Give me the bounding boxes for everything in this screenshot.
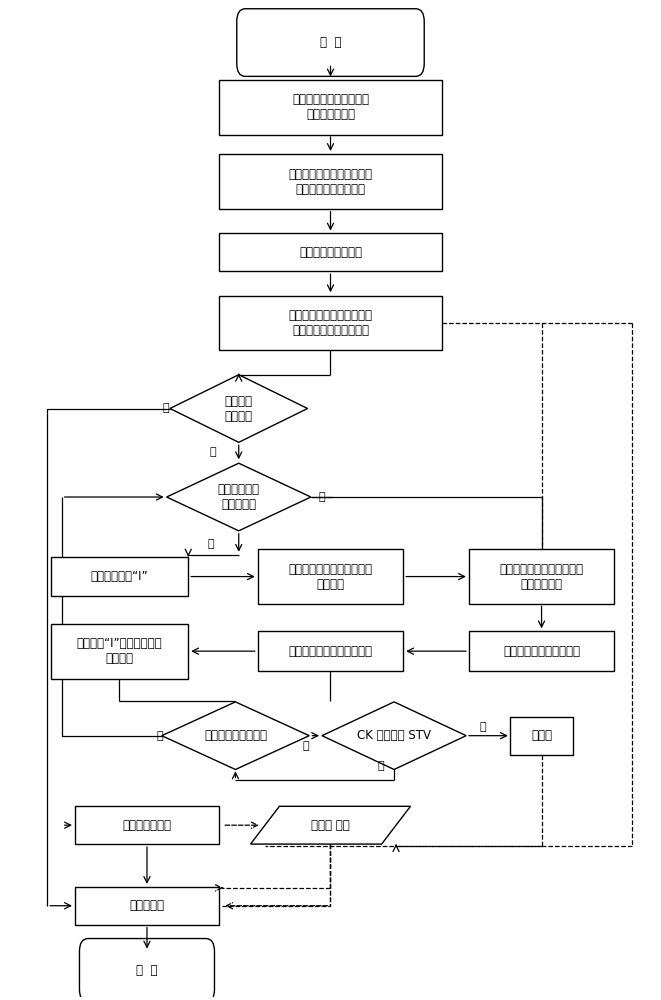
Polygon shape [251, 806, 410, 844]
Text: 是: 是 [157, 731, 163, 741]
Text: 开  始: 开 始 [320, 36, 341, 49]
Text: 划分象限，查找各象限内的
其他站点: 划分象限，查找各象限内的 其他站点 [288, 563, 373, 591]
Text: CK 是否大于 STV: CK 是否大于 STV [357, 729, 431, 742]
Text: 评估要素的质量: 评估要素的质量 [122, 819, 171, 832]
Text: 否: 否 [302, 741, 309, 751]
Bar [219, 80, 442, 135]
Polygon shape [167, 463, 311, 531]
Text: 识别强天气发生区域: 识别强天气发生区域 [299, 246, 362, 259]
Text: 可信度 ａｒ: 可信度 ａｒ [311, 819, 350, 832]
Bar [51, 557, 188, 596]
Bar [219, 154, 442, 209]
Text: 观测値的高度同一化修订: 观测値的高度同一化修订 [503, 645, 580, 658]
Bar [469, 549, 613, 604]
Text: 是否完成所有
站点的检验: 是否完成所有 站点的检验 [217, 483, 260, 511]
Bar [219, 296, 442, 350]
Text: 加载一份需要质量控制的
自动站观测报文: 加载一份需要质量控制的 自动站观测报文 [292, 93, 369, 121]
Bar [510, 717, 572, 755]
Bar [75, 887, 219, 925]
Bar [258, 631, 403, 671]
Bar [51, 624, 188, 679]
Text: 计算各个站点、各个要素的
时间变化序列: 计算各个站点、各个要素的 时间变化序列 [500, 563, 584, 591]
Text: 标准化输出: 标准化输出 [130, 899, 165, 912]
FancyBboxPatch shape [237, 9, 424, 76]
Text: 利用不同气象要素的气象学
关系标识要素可信度ａｒ: 利用不同气象要素的气象学 关系标识要素可信度ａｒ [288, 309, 373, 337]
Text: 否: 否 [208, 539, 215, 549]
Polygon shape [170, 375, 307, 442]
Bar [469, 631, 613, 671]
Text: 是: 是 [162, 404, 169, 414]
Polygon shape [322, 702, 466, 769]
Bar [258, 549, 403, 604]
FancyBboxPatch shape [79, 939, 214, 1000]
Text: 是: 是 [479, 722, 486, 732]
Text: 检索与当前自动站报文时间
最接近的气象卫星资料: 检索与当前自动站报文时间 最接近的气象卫星资料 [288, 168, 373, 196]
Text: 选择一个站点“I”: 选择一个站点“I” [91, 570, 148, 583]
Bar [219, 233, 442, 271]
Polygon shape [162, 702, 309, 769]
Text: 结  束: 结 束 [136, 964, 158, 977]
Text: 计数器: 计数器 [531, 729, 552, 742]
Text: 计算站点“I”各要素的时间
变化序列: 计算站点“I”各要素的时间 变化序列 [77, 637, 162, 665]
Text: 是否检验完所有象限: 是否检验完所有象限 [204, 729, 267, 742]
Bar [75, 806, 219, 844]
Text: 否: 否 [210, 447, 216, 457]
Text: 是: 是 [319, 492, 325, 502]
Text: 计算各要素各个象限的插値: 计算各要素各个象限的插値 [288, 645, 373, 658]
Text: 是否完成
二次检验: 是否完成 二次检验 [225, 395, 253, 423]
Text: 否: 否 [377, 761, 384, 771]
